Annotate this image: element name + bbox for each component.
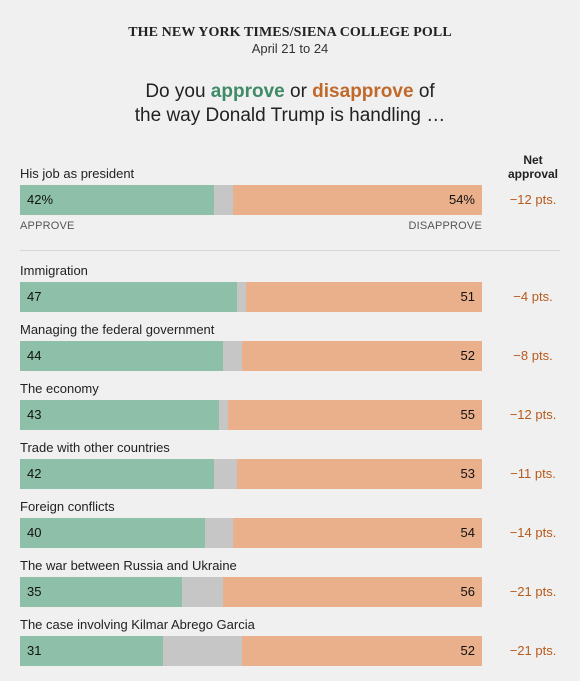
no-opinion-segment	[237, 282, 246, 312]
bar-the-economy: 43 55	[20, 400, 482, 430]
disapprove-segment: 53	[237, 459, 482, 489]
disapprove-value: 54	[460, 525, 475, 540]
row-label-his-job-as-president: His job as president	[20, 166, 135, 181]
headline-disapprove-word: disapprove	[312, 81, 414, 102]
disapprove-value: 53	[460, 466, 475, 481]
net-approval-value: −4 pts.	[513, 289, 553, 304]
no-opinion-segment	[205, 518, 233, 548]
approve-value: 42%	[27, 192, 54, 207]
disapprove-value: 54%	[448, 192, 475, 207]
disapprove-value: 56	[460, 584, 475, 599]
no-opinion-segment	[219, 400, 228, 430]
approve-value: 44	[27, 348, 42, 363]
net-approval-value: −12 pts.	[509, 407, 557, 422]
disapprove-segment: 55	[228, 400, 482, 430]
row-label-the-case-involving-kilmar-abrego-garcia: The case involving Kilmar Abrego Garcia	[20, 617, 255, 632]
net-approval-value: −12 pts.	[509, 192, 557, 207]
no-opinion-segment	[182, 577, 223, 607]
bar-managing-the-federal-government: 44 52	[20, 341, 482, 371]
net-approval-value: −21 pts.	[509, 643, 557, 658]
net-approval-value: −21 pts.	[509, 584, 557, 599]
row-label-the-economy: The economy	[20, 381, 99, 396]
approve-segment: 31	[20, 636, 163, 666]
approve-segment: 44	[20, 341, 223, 371]
approve-segment: 40	[20, 518, 205, 548]
bar-the-war-between-russia-and-ukraine: 35 56	[20, 577, 482, 607]
headline-approve-word: approve	[210, 81, 285, 102]
axis-approve-label: APPROVE	[20, 220, 75, 232]
approve-value: 42	[27, 466, 42, 481]
approve-segment: 42%	[20, 185, 214, 215]
disapprove-segment: 54%	[233, 185, 482, 215]
disapprove-segment: 54	[233, 518, 482, 548]
disapprove-value: 55	[460, 407, 475, 422]
disapprove-value: 52	[460, 348, 475, 363]
headline-line-1: Do you approve or disapprove of	[0, 80, 580, 104]
approve-segment: 35	[20, 577, 182, 607]
bar-his-job-as-president: 42% 54%	[20, 185, 482, 215]
headline-line-2: the way Donald Trump is handling …	[134, 105, 446, 126]
no-opinion-segment	[163, 636, 242, 666]
net-approval-value: −14 pts.	[509, 525, 557, 540]
no-opinion-segment	[214, 459, 237, 489]
approve-value: 31	[27, 643, 42, 658]
net-approval-value: −8 pts.	[513, 348, 553, 363]
approve-value: 43	[27, 407, 42, 422]
headline-mid: or	[284, 81, 313, 102]
axis-disapprove-label: DISAPPROVE	[408, 220, 482, 232]
approve-segment: 42	[20, 459, 214, 489]
net-header-line-1: Net	[523, 153, 543, 167]
poll-kicker: THE NEW YORK TIMES/SIENA COLLEGE POLL	[128, 25, 452, 40]
no-opinion-segment	[223, 341, 242, 371]
net-approval-header: Net approval	[500, 153, 566, 181]
net-header-line-2: approval	[507, 167, 558, 181]
disapprove-segment: 52	[242, 341, 482, 371]
row-label-trade-with-other-countries: Trade with other countries	[20, 440, 170, 455]
headline-pre: Do you	[145, 81, 211, 102]
approve-value: 47	[27, 289, 42, 304]
bar-trade-with-other-countries: 42 53	[20, 459, 482, 489]
row-label-the-war-between-russia-and-ukraine: The war between Russia and Ukraine	[20, 558, 237, 573]
row-label-managing-the-federal-government: Managing the federal government	[20, 322, 215, 337]
chart-headline: Do you approve or disapprove of the way …	[0, 80, 580, 128]
approve-segment: 47	[20, 282, 237, 312]
disapprove-value: 52	[460, 643, 475, 658]
disapprove-segment: 52	[242, 636, 482, 666]
row-label-foreign-conflicts: Foreign conflicts	[20, 499, 115, 514]
disapprove-segment: 56	[223, 577, 482, 607]
approve-value: 35	[27, 584, 42, 599]
section-divider	[20, 250, 560, 251]
row-label-immigration: Immigration	[20, 263, 88, 278]
disapprove-value: 51	[460, 289, 475, 304]
bar-the-case-involving-kilmar-abrego-garcia: 31 52	[20, 636, 482, 666]
headline-post: of	[413, 81, 435, 102]
no-opinion-segment	[214, 185, 233, 215]
bar-foreign-conflicts: 40 54	[20, 518, 482, 548]
net-approval-value: −11 pts.	[510, 466, 556, 481]
approve-segment: 43	[20, 400, 219, 430]
approve-value: 40	[27, 525, 42, 540]
bar-immigration: 47 51	[20, 282, 482, 312]
poll-dates: April 21 to 24	[251, 41, 329, 56]
disapprove-segment: 51	[246, 282, 482, 312]
